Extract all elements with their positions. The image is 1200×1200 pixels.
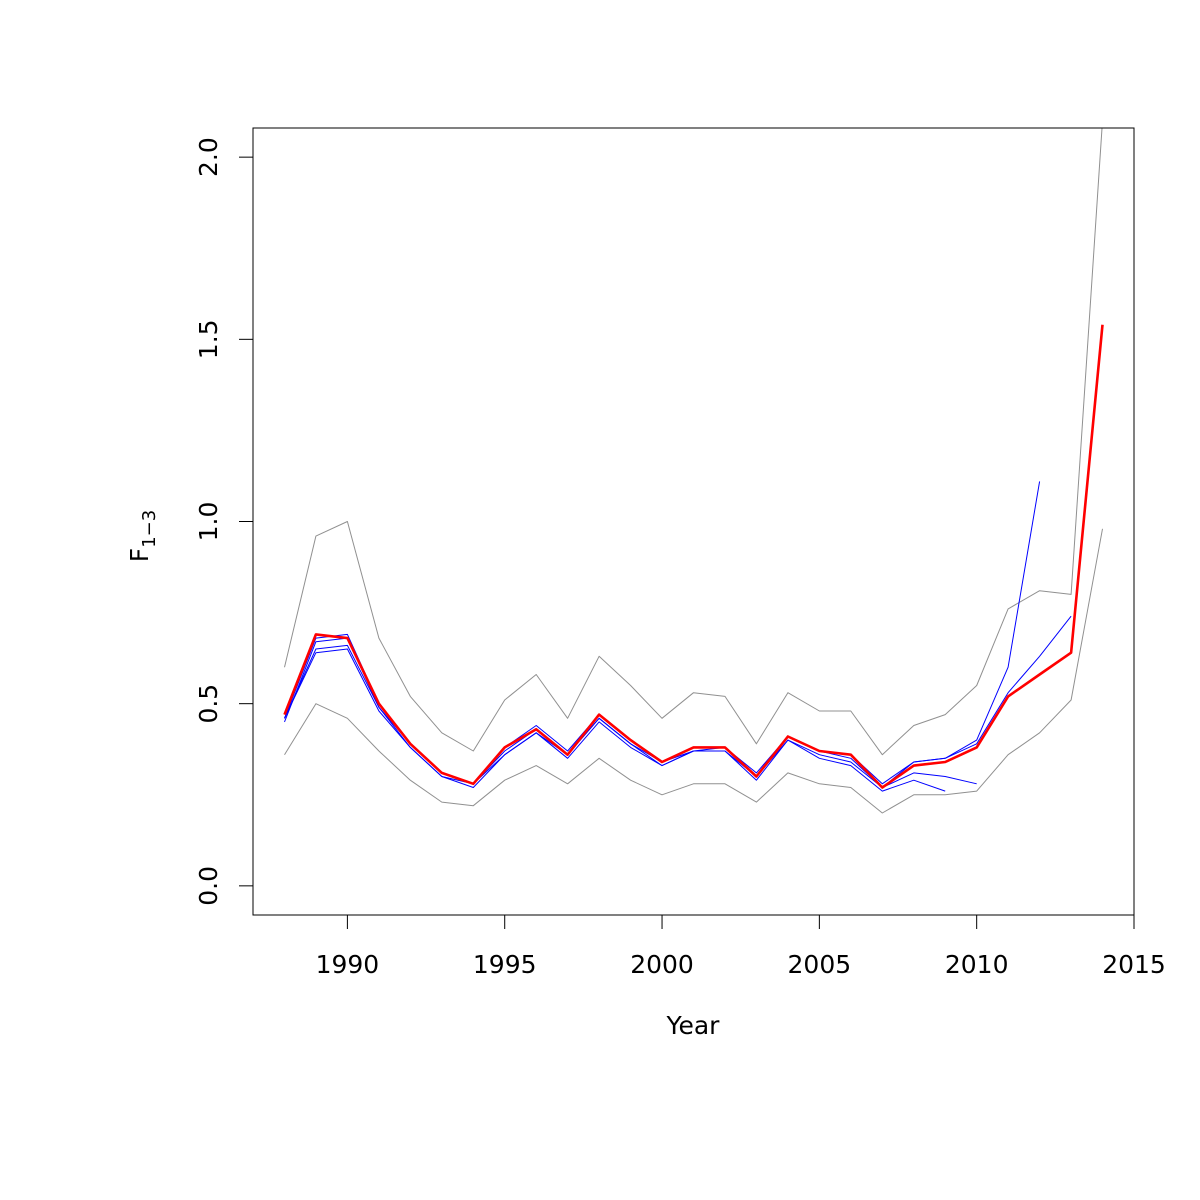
x-tick-label: 1995 [473, 950, 537, 979]
series-upper-bound-line [284, 128, 1103, 756]
series-lower-bound-line [284, 528, 1103, 814]
series-layer [283, 128, 1104, 814]
x-tick-label: 1990 [316, 950, 380, 979]
x-axis-title: Year [666, 1011, 721, 1040]
y-tick-label: 2.0 [194, 137, 223, 177]
y-tick-label: 0.5 [194, 684, 223, 724]
y-axis-title-main: F [125, 548, 154, 562]
y-tick-label: 0.0 [194, 866, 223, 906]
y-axis: 0.0 0.5 1.0 1.5 2.0 [194, 137, 254, 906]
x-tick-label: 2005 [788, 950, 852, 979]
y-tick-label: 1.5 [194, 319, 223, 359]
x-tick-label: 2010 [945, 950, 1009, 979]
x-tick-label: 2000 [630, 950, 694, 979]
y-tick-label: 1.0 [194, 502, 223, 542]
x-tick-label: 2015 [1102, 950, 1166, 979]
y-axis-title-subscript: 1−3 [139, 510, 160, 548]
series-retro-line-1 [284, 648, 946, 792]
y-axis-title: F1−3 [125, 510, 160, 562]
x-axis: 1990 1995 2000 2005 2010 2015 [316, 914, 1166, 979]
series-main-line [283, 324, 1104, 789]
